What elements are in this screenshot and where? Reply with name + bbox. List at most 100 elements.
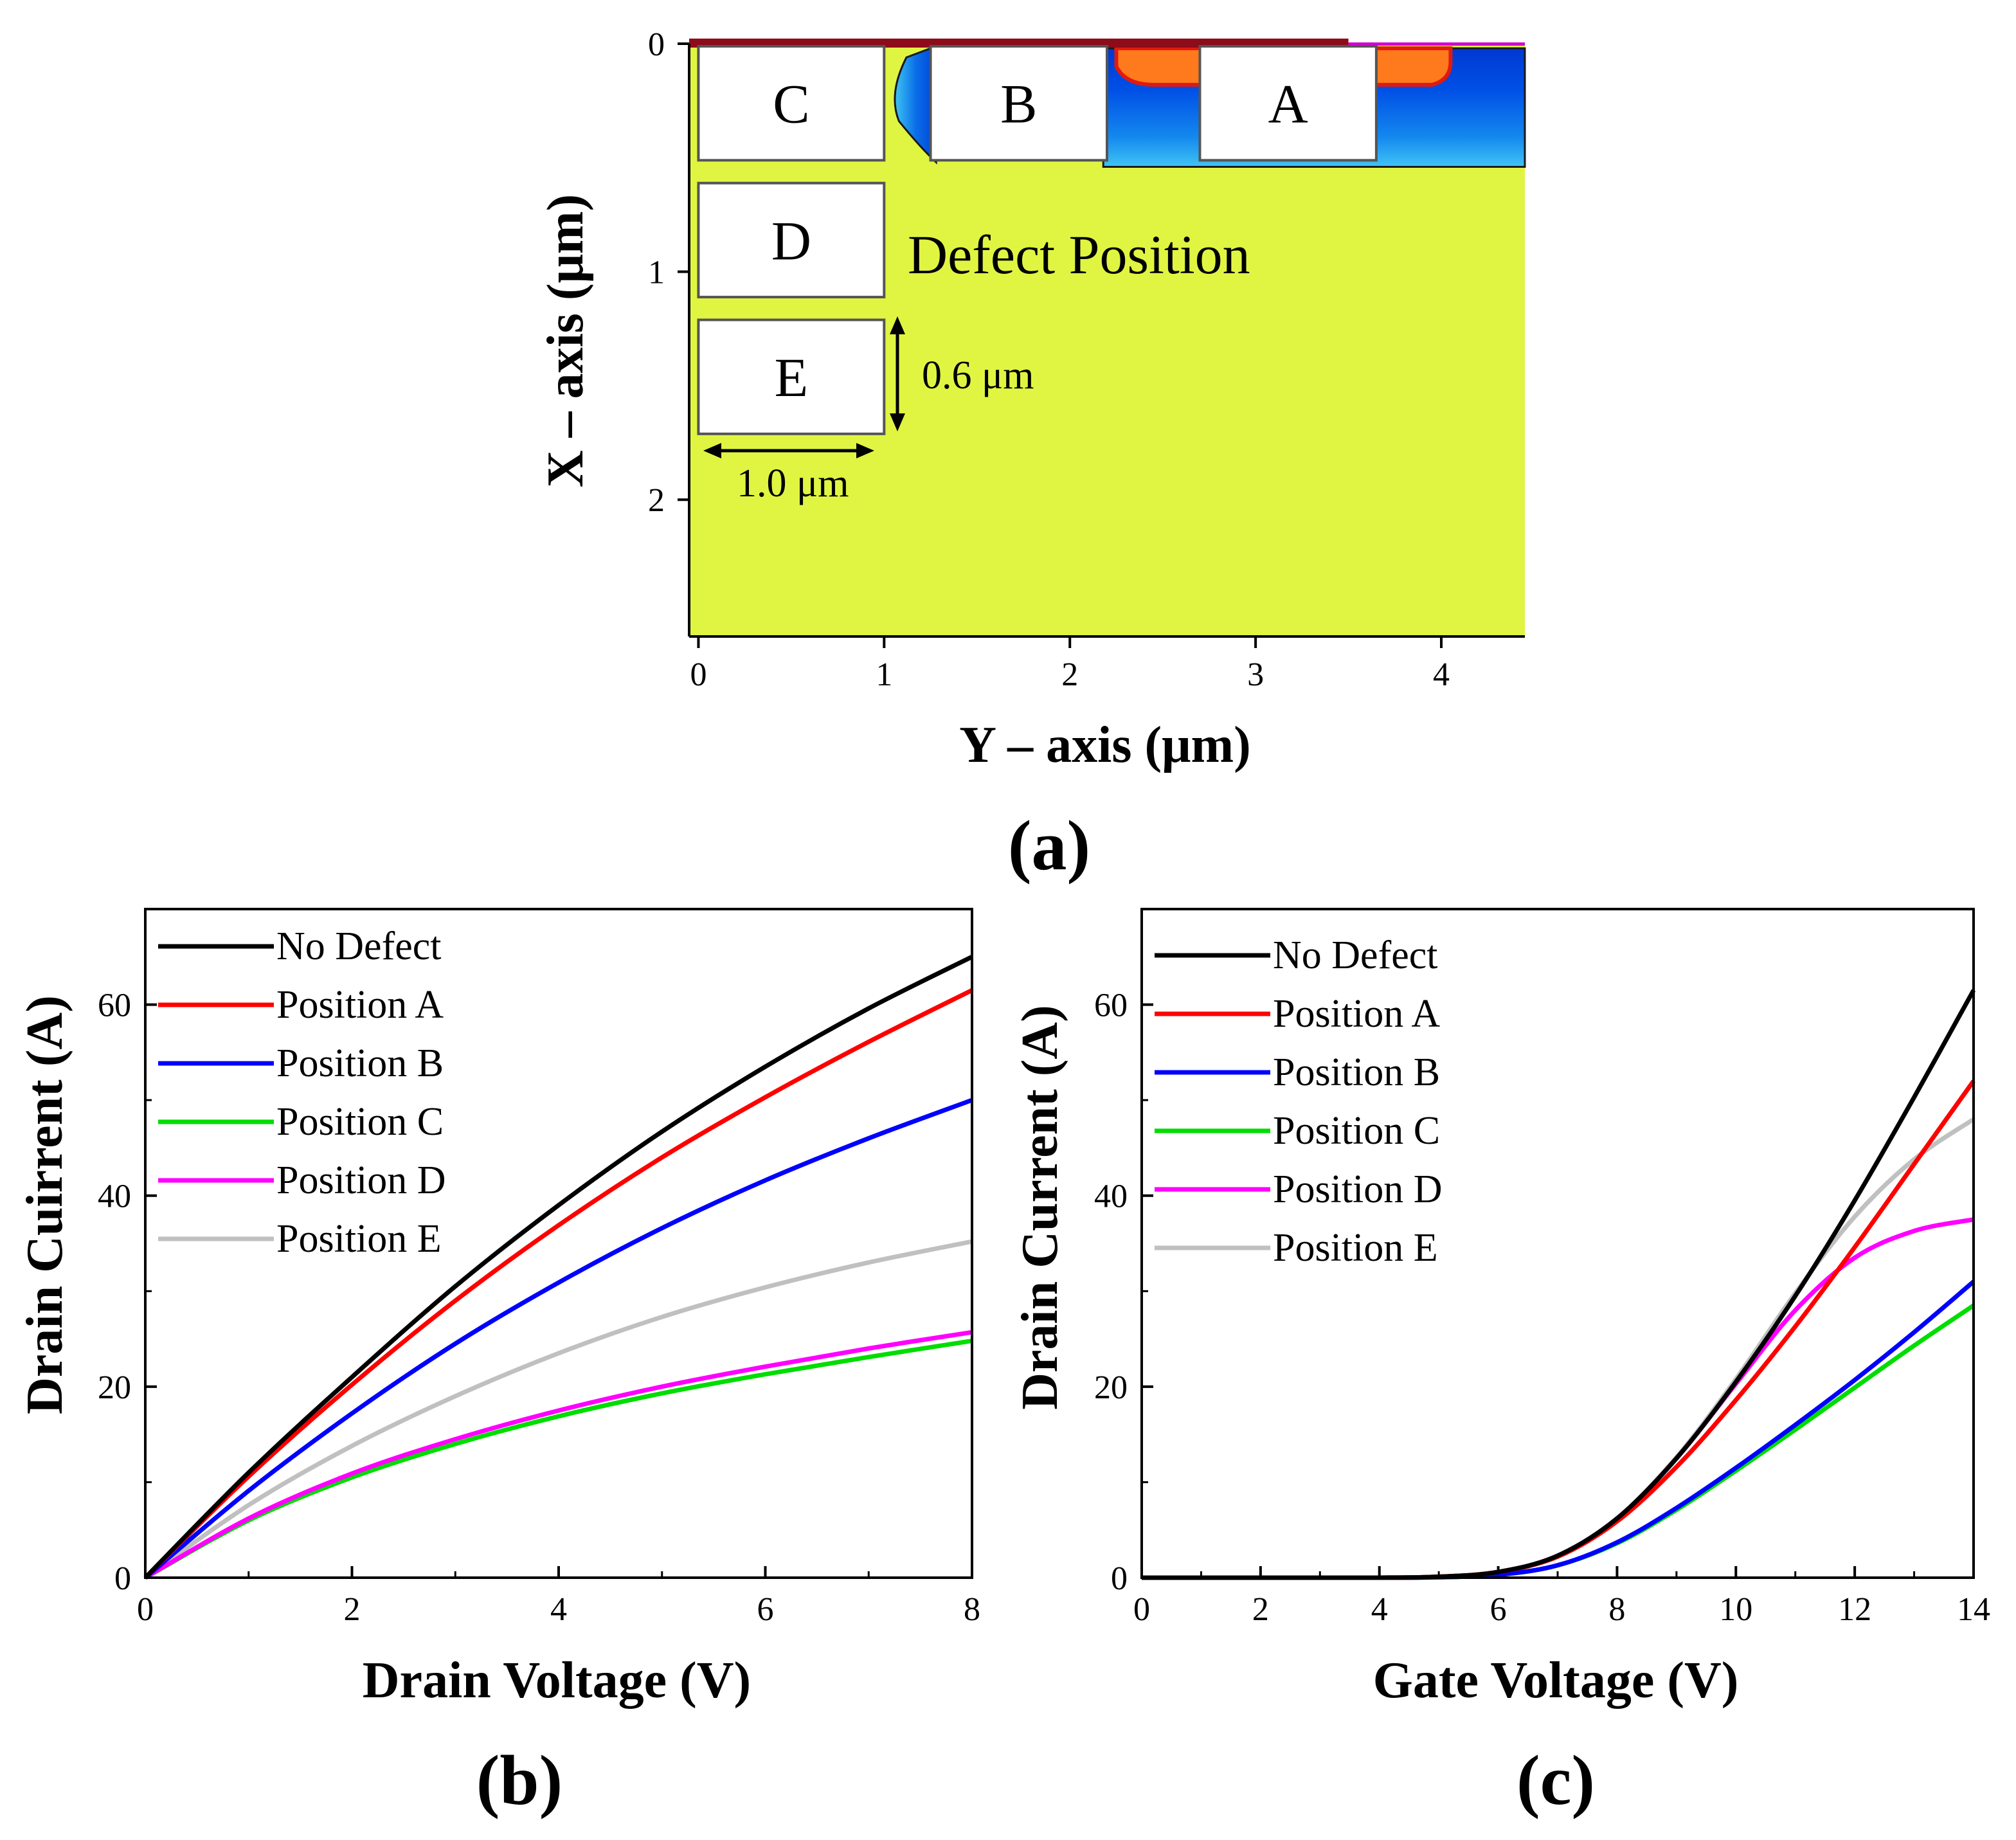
legend-label: Position E [276, 1217, 442, 1261]
panel-c-frame [1140, 908, 1975, 1579]
panel-c-label: (c) [1516, 1741, 1595, 1819]
legend-label: Position C [276, 1100, 444, 1144]
dimension-horizontal: 1.0 μm [703, 443, 874, 505]
x-tick-label: 2 [1252, 1591, 1269, 1628]
panel-b-x-title: Drain Voltage (V) [363, 1652, 751, 1709]
y-tick-label: 0 [114, 1560, 131, 1597]
x-tick-label: 6 [1490, 1591, 1507, 1628]
series-line-position-d [144, 1330, 973, 1580]
y-tick-label: 20 [1094, 1369, 1128, 1406]
y-tick-label: 0 [648, 26, 665, 63]
legend-label: Position D [1273, 1168, 1443, 1211]
legend-item: Position E [158, 1217, 442, 1261]
panel-c-ticks: 0 2 4 6 8 10 12 14 0 20 40 60 [1094, 988, 1990, 1628]
legend-item: Position C [158, 1100, 444, 1144]
x-tick-label: 2 [1061, 656, 1078, 693]
y-tick-label: 0 [1111, 1560, 1128, 1597]
x-tick-label: 4 [1371, 1591, 1388, 1628]
x-tick-label: 0 [690, 656, 706, 693]
series-line-position-a [143, 988, 973, 1580]
legend-item: No Defect [158, 925, 441, 968]
series-line-position-e [143, 1239, 973, 1580]
panel-b-legend: No Defect Position A Position B Position C P… [158, 925, 446, 1261]
x-tick-label: 1 [876, 656, 892, 693]
x-tick-label: 8 [1608, 1591, 1625, 1628]
legend-item: No Defect [1155, 934, 1437, 977]
legend-label: No Defect [1273, 934, 1437, 977]
series-line-position-a [1141, 1079, 1976, 1580]
defect-box-label: E [775, 347, 809, 408]
legend-item: Position A [158, 983, 444, 1027]
y-tick-label: 60 [98, 988, 131, 1024]
panel-c-legend: No Defect Position A Position B Position C P… [1155, 934, 1443, 1270]
panel-c-y-title: Drain Current (A) [1012, 1005, 1068, 1410]
panel-c-chart: 0 2 4 6 8 10 12 14 0 20 40 60 No Defect Position A Po… [1012, 908, 1990, 1819]
x-tick-label: 3 [1247, 656, 1264, 693]
panel-b-chart: 0 2 4 6 8 0 20 40 60 No Defect Position A Position… [17, 908, 980, 1819]
legend-item: Position B [158, 1042, 444, 1085]
defect-box-c: C [697, 45, 886, 162]
legend-label: Position B [276, 1042, 444, 1085]
defect-box-e: E [697, 318, 886, 435]
series-line-position-b [1141, 1279, 1976, 1580]
x-tick-label: 8 [964, 1591, 980, 1628]
defect-box-rect [697, 318, 886, 435]
panel-a-y-title: X – axis (μm) [537, 194, 594, 487]
panel-b-series [143, 955, 973, 1580]
series-line-position-b [143, 1097, 973, 1580]
panel-c-series [1141, 989, 1976, 1580]
x-tick-label: 4 [550, 1591, 567, 1628]
x-tick-label: 2 [344, 1591, 361, 1628]
y-tick-label: 20 [98, 1369, 131, 1406]
panel-a-contour: C D E B A 0 1 2 3 4 0 1 2 Defect Position 0.6 μm 1.… [537, 26, 1526, 885]
dimension-horizontal-label: 1.0 μm [737, 462, 849, 505]
defect-box-rect [697, 45, 886, 162]
x-tick-label: 0 [1133, 1591, 1150, 1628]
panel-a-label: (a) [1008, 806, 1090, 885]
legend-item: Position A [1155, 992, 1440, 1036]
x-tick-label: 14 [1957, 1591, 1990, 1628]
top-contact-edge [1348, 42, 1525, 46]
legend-item: Position E [1155, 1226, 1438, 1270]
panel-a-axes: 0 1 2 3 4 0 1 2 [648, 26, 1525, 693]
legend-item: Position D [1155, 1168, 1443, 1211]
defect-box-label: C [773, 73, 809, 135]
panel-c-x-title: Gate Voltage (V) [1373, 1652, 1739, 1709]
legend-label: Position D [276, 1159, 446, 1202]
defect-position-label: Defect Position [908, 224, 1250, 285]
defect-box-label: A [1268, 73, 1308, 135]
defect-box-rect [697, 181, 886, 299]
defect-boxes: C D E B A [697, 45, 1378, 435]
x-tick-label: 4 [1433, 656, 1450, 693]
defect-box-a: A [1198, 45, 1378, 162]
legend-label: Position A [1273, 992, 1440, 1036]
defect-box-b: B [929, 45, 1108, 162]
legend-label: Position B [1273, 1051, 1440, 1094]
series-line-no-defect [143, 955, 973, 1580]
panel-a-x-title: Y – axis (μm) [959, 717, 1250, 773]
legend-label: No Defect [276, 925, 441, 968]
defect-box-label: D [771, 210, 811, 271]
legend-item: Position B [1155, 1051, 1440, 1094]
legend-label: Position A [276, 983, 444, 1027]
legend-item: Position C [1155, 1109, 1440, 1153]
y-tick-label: 40 [1094, 1178, 1128, 1215]
y-tick-label: 2 [648, 482, 665, 519]
dimension-vertical: 0.6 μm [890, 316, 1034, 431]
dimension-vertical-label: 0.6 μm [922, 354, 1034, 397]
defect-box-d: D [697, 181, 886, 299]
panel-b-y-title: Drain Cuirrent (A) [17, 995, 73, 1414]
legend-label: Position E [1273, 1226, 1438, 1270]
y-tick-label: 40 [98, 1178, 131, 1215]
series-line-no-defect [1141, 989, 1976, 1580]
panel-b-label: (b) [476, 1741, 562, 1819]
legend-label: Position C [1273, 1109, 1440, 1153]
defect-box-rect [1198, 45, 1378, 162]
series-line-position-d [1141, 1217, 1974, 1580]
defect-box-rect [929, 45, 1108, 162]
x-tick-label: 0 [137, 1591, 154, 1628]
panel-b-frame [144, 908, 973, 1579]
y-tick-label: 60 [1094, 988, 1128, 1024]
x-tick-label: 6 [757, 1591, 774, 1628]
y-tick-label: 1 [648, 255, 665, 291]
